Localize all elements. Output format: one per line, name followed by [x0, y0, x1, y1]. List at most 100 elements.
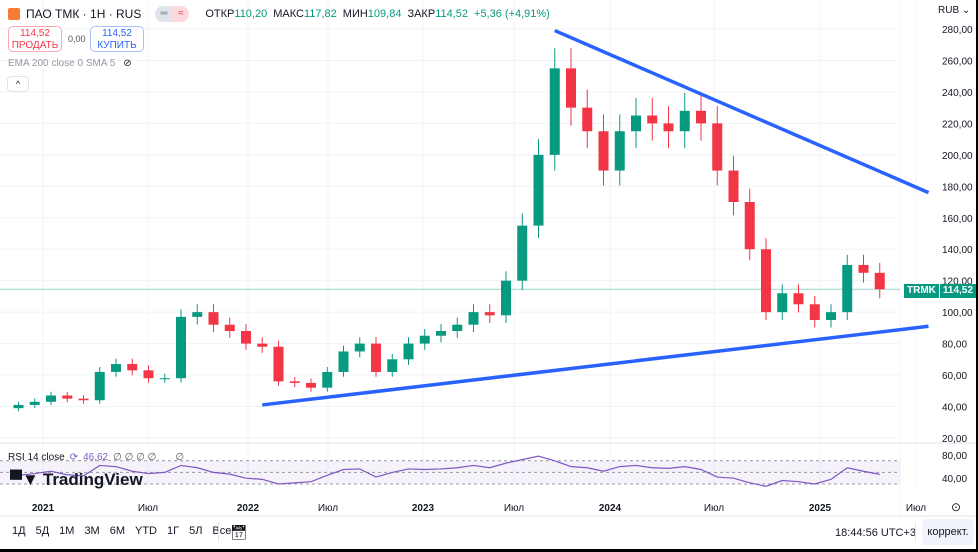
ohlc-values: ОТКР110,20 МАКС117,82 МИН109,84 ЗАКР114,…: [205, 8, 550, 20]
sell-button[interactable]: 114,52 ПРОДАТЬ: [8, 26, 62, 52]
candle-body: [208, 312, 219, 325]
candle-body: [224, 324, 235, 332]
candle-body: [614, 131, 625, 171]
range-toolbar: 1Д 5Д 1М 3М 6М YTD 1Г 5Л Все: [12, 525, 231, 537]
candle-body: [468, 312, 479, 325]
rsi-tick-label: 80,00: [942, 451, 967, 462]
y-tick-label: 60,00: [942, 371, 967, 382]
candle-body: [663, 123, 674, 132]
collapse-legend-button[interactable]: ^: [7, 76, 29, 92]
candle-body: [679, 110, 690, 132]
y-tick-label: 180,00: [942, 182, 973, 193]
trendline: [262, 324, 929, 407]
candle-body: [143, 370, 154, 379]
y-tick-label: 260,00: [942, 56, 973, 67]
spread-value: 0,00: [68, 34, 86, 44]
candle-body: [631, 115, 641, 132]
x-tick-label: 2024: [599, 503, 622, 514]
candle-body: [29, 401, 40, 405]
tradingview-logo[interactable]: ▀▼ TradingView: [10, 470, 143, 489]
change-value: +5,36 (+4,91%): [474, 8, 550, 20]
rsi-tick-label: 40,00: [942, 474, 967, 485]
candle-body: [322, 371, 333, 388]
symbol-header: ПАО ТМК · 1Н · RUS ═ ≈ ОТКР110,20 МАКС11…: [8, 6, 550, 22]
y-tick-label: 160,00: [942, 214, 973, 225]
buy-button[interactable]: 114,52 КУПИТЬ: [90, 26, 144, 52]
symbol-title[interactable]: ПАО ТМК · 1Н · RUS: [26, 7, 142, 21]
candle-body: [403, 343, 414, 360]
divider: [915, 522, 916, 542]
candle-body: [842, 264, 853, 313]
candle-body: [484, 312, 495, 316]
y-tick-label: 100,00: [942, 308, 973, 319]
candle-body: [354, 343, 365, 352]
candle-body: [338, 351, 349, 372]
candle-body: [78, 398, 89, 401]
range-button[interactable]: 6М: [109, 525, 125, 537]
range-button[interactable]: 5Л: [189, 525, 203, 537]
eye-hidden-icon[interactable]: ⊘: [123, 58, 132, 69]
candle-body: [696, 110, 706, 124]
candle-body: [793, 293, 804, 305]
candle-body: [582, 107, 593, 132]
candle-body: [436, 331, 446, 336]
candle-body: [371, 343, 381, 372]
chart-mode-pill[interactable]: ═ ≈: [155, 6, 190, 22]
clock: 18:44:56 UTC+3: [835, 527, 917, 539]
candle-body: [517, 225, 528, 281]
x-tick-label: 2025: [809, 503, 832, 514]
candle-body: [452, 324, 463, 332]
candle-body: [858, 264, 869, 273]
wave-icon[interactable]: ≈: [172, 6, 190, 22]
currency-select[interactable]: RUB ⌄: [938, 5, 971, 16]
bars-icon[interactable]: ═: [155, 6, 173, 22]
range-button[interactable]: Все: [212, 525, 232, 537]
x-tick-label: Июл: [138, 503, 158, 514]
candle-body: [192, 312, 203, 317]
range-button[interactable]: 3М: [84, 525, 100, 537]
y-tick-label: 240,00: [942, 88, 973, 99]
y-tick-label: 40,00: [942, 403, 967, 414]
range-button[interactable]: 1Г: [167, 525, 180, 537]
candle-body: [777, 293, 788, 313]
candle-body: [111, 364, 121, 372]
candle-body: [712, 123, 723, 171]
y-tick-label: 140,00: [942, 245, 973, 256]
candle-body: [176, 316, 186, 379]
range-button[interactable]: 1Д: [12, 525, 26, 537]
x-tick-label: Июл: [504, 503, 524, 514]
candle-body: [257, 343, 268, 347]
divider: [218, 522, 219, 542]
range-button[interactable]: 5Д: [35, 525, 50, 537]
candle-body: [761, 249, 771, 313]
trendline: [554, 28, 930, 195]
y-tick-label: 200,00: [942, 151, 973, 162]
candle-body: [306, 382, 316, 388]
refresh-icon[interactable]: ⟳: [69, 452, 79, 463]
y-tick-label: 20,00: [942, 434, 967, 445]
goto-date-icon[interactable]: 📅︎: [230, 524, 248, 540]
candle-body: [127, 364, 138, 371]
range-button[interactable]: 1М: [59, 525, 75, 537]
candle-body: [728, 170, 739, 203]
adjust-button[interactable]: коррект.: [922, 519, 974, 545]
candle-body: [809, 304, 820, 321]
candle-body: [598, 131, 609, 171]
candle-body: [826, 312, 836, 321]
x-tick-label: Июл: [318, 503, 338, 514]
settings-icon: ⊙: [951, 500, 961, 514]
candle-body: [549, 68, 560, 155]
y-tick-label: 220,00: [942, 119, 973, 130]
rsi-line: [18, 455, 880, 487]
candle-body: [273, 346, 284, 382]
range-button[interactable]: YTD: [135, 525, 157, 537]
indicator-legend[interactable]: EMA 200 close 0 SMA 5 ⊘: [8, 58, 132, 69]
candle-body: [419, 335, 430, 344]
symbol-logo-icon: [8, 8, 20, 20]
candle-body: [387, 359, 398, 372]
candle-body: [46, 395, 56, 402]
rsi-legend[interactable]: RSI 14 close ⟳ 46,62 ∅ ∅ ∅ ∅ ∅: [8, 452, 185, 463]
x-tick-label: 2021: [32, 503, 55, 514]
